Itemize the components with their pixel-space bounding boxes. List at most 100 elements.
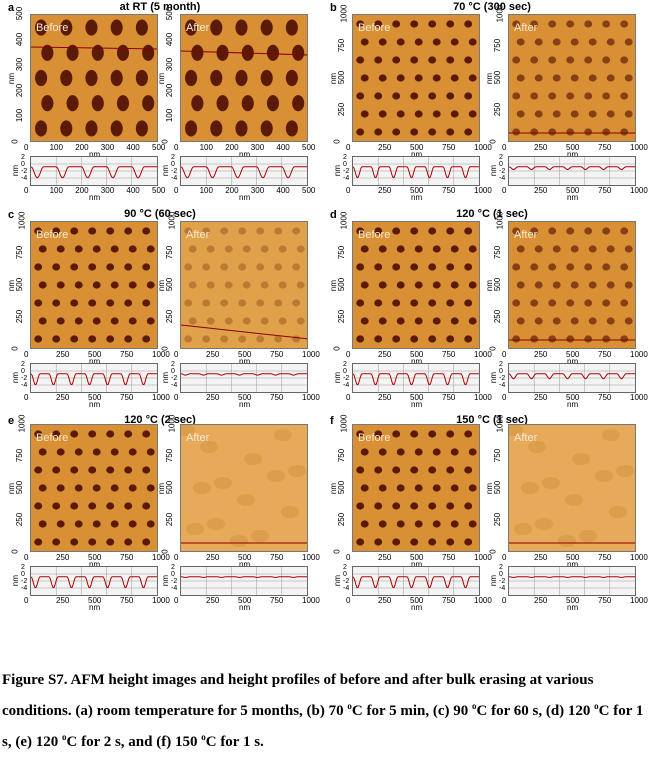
afm-dot: [92, 281, 101, 289]
profile-y-tick: -2: [171, 578, 178, 585]
profile-x-tick: 750: [442, 186, 456, 195]
afm-dot: [512, 20, 521, 28]
afm-image: [508, 14, 636, 142]
y-tick-label: 250: [493, 102, 503, 117]
afm-texture: [565, 494, 583, 506]
afm-dot: [88, 430, 97, 438]
afm-dot: [135, 19, 148, 36]
afm-dot: [374, 20, 383, 28]
afm-dot: [588, 38, 597, 46]
afm-dot: [274, 227, 283, 235]
afm-image: [352, 14, 480, 142]
panel-letter: d: [330, 209, 337, 221]
profile-x-tick: 750: [598, 393, 612, 402]
afm-dot: [548, 128, 557, 136]
afm-dot: [468, 484, 477, 492]
afm-dot: [464, 502, 473, 510]
afm-dot: [74, 317, 83, 325]
y-tick-label: 1000: [339, 211, 349, 230]
y-tick-label: 500: [165, 6, 175, 21]
afm-dot: [588, 245, 597, 253]
y-axis-unit: nm: [329, 482, 339, 495]
x-tick-label: 0: [174, 553, 179, 562]
y-tick-label: 750: [337, 245, 347, 260]
profile-x-tick: 750: [270, 596, 284, 605]
afm-dot: [110, 448, 119, 456]
afm-dot: [188, 317, 197, 325]
afm-dot: [34, 502, 43, 510]
afm-dot: [296, 281, 305, 289]
afm-dot: [70, 227, 79, 235]
afm-dot: [624, 317, 633, 325]
afm-dot: [70, 299, 79, 307]
afm-dot: [392, 335, 401, 343]
height-profile: [352, 363, 481, 394]
x-tick-label: 200: [75, 143, 89, 152]
afm-dot: [396, 317, 405, 325]
afm-dot: [238, 335, 247, 343]
afm-dot: [60, 19, 73, 36]
afm-dot: [135, 120, 148, 137]
afm-dot: [52, 466, 61, 474]
after-label: After: [514, 432, 538, 444]
afm-image: [508, 424, 636, 552]
afm-dot: [410, 538, 419, 546]
profile-x-tick: 750: [598, 596, 612, 605]
afm-dot: [450, 317, 459, 325]
afm-dot: [530, 128, 539, 136]
afm-dot: [620, 92, 629, 100]
profile-y-tick: -4: [499, 175, 506, 182]
profile-x-tick: 1000: [152, 393, 170, 402]
afm-dot: [360, 317, 369, 325]
afm-dot: [374, 299, 383, 307]
profile-y-tick: 2: [171, 154, 175, 161]
afm-dot: [374, 502, 383, 510]
afm-dot: [185, 19, 198, 36]
profile-y-tick: -4: [343, 585, 350, 592]
afm-dot: [410, 20, 419, 28]
profile-y-tick: 0: [21, 368, 25, 375]
y-axis-unit: nm: [7, 279, 17, 292]
afm-dot: [52, 299, 61, 307]
profile-x-tick: 250: [534, 596, 548, 605]
profile-x-tick: 1000: [302, 596, 320, 605]
afm-dot: [548, 92, 557, 100]
afm-dot: [450, 110, 459, 118]
afm-dot: [356, 502, 365, 510]
x-axis-unit: nm: [239, 357, 251, 366]
x-tick-label: 500: [88, 553, 102, 562]
profile-x-tick: 500: [566, 596, 580, 605]
x-tick-label: 500: [410, 350, 424, 359]
profile-x-tick: 250: [534, 186, 548, 195]
afm-dot: [378, 110, 387, 118]
afm-dot: [34, 335, 43, 343]
afm-dot: [34, 466, 43, 474]
y-tick-label: 0: [160, 549, 170, 554]
profile-y-unit: nm: [333, 371, 343, 384]
profile-y-tick: 0: [343, 571, 347, 578]
profile-y-unit: nm: [489, 371, 499, 384]
profile-curve: [508, 166, 635, 170]
afm-dot: [142, 502, 151, 510]
afm-dot: [184, 263, 193, 271]
afm-dot: [428, 128, 437, 136]
profile-x-tick: 500: [410, 186, 424, 195]
profile-x-unit: nm: [89, 400, 101, 409]
afm-dot: [374, 227, 383, 235]
afm-dot: [378, 484, 387, 492]
afm-dot: [446, 263, 455, 271]
caption-part: C for 2 s, and (f) 150: [66, 734, 202, 750]
profile-y-tick: -4: [343, 175, 350, 182]
x-tick-label: 500: [238, 350, 252, 359]
after-label: After: [186, 22, 210, 34]
profile-x-tick: 0: [24, 596, 29, 605]
afm-dot: [374, 128, 383, 136]
profile-y-tick: 2: [499, 361, 503, 368]
afm-dot: [374, 92, 383, 100]
profile-curve: [508, 373, 635, 380]
afm-dot: [91, 95, 104, 112]
profile-x-unit: nm: [239, 400, 251, 409]
afm-dot: [410, 466, 419, 474]
afm-dot: [278, 317, 287, 325]
profile-x-tick: 0: [24, 186, 29, 195]
